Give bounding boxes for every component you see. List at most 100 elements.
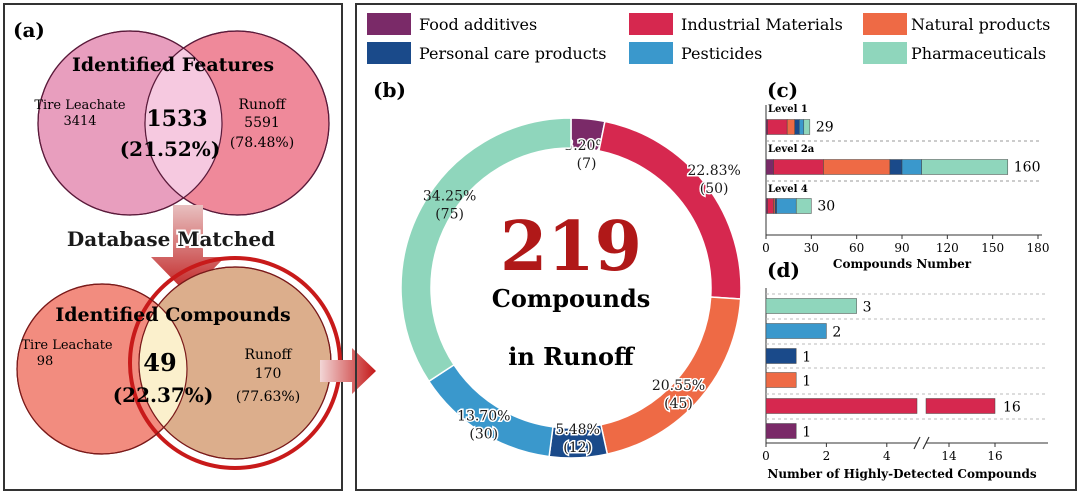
legend-swatch [629, 13, 673, 35]
chart-d-bar [765, 323, 827, 339]
donut-center-line2: in Runoff [508, 342, 635, 371]
chart-d-value-label: 16 [1003, 400, 1021, 416]
chart-d-tick-label: 4 [883, 449, 891, 463]
chart-c-xlabel: Compounds Number [833, 257, 972, 271]
chart-c-bar-segment [798, 119, 805, 135]
venn1-left-name: Tire Leachate [34, 98, 126, 113]
venn1-overlap-value: 1533 [146, 106, 207, 132]
donut-slice-pct: 22.83% [687, 163, 740, 179]
donut-center-line1: Compounds [492, 284, 650, 313]
chart-c-bar-segment [901, 159, 922, 175]
chart-c-bar-segment [795, 198, 812, 214]
chart-c-bar-segment [786, 119, 795, 135]
legend: Food additives Industrial Materials Natu… [367, 13, 1050, 64]
donut-slice [600, 296, 742, 455]
legend-label: Industrial Materials [681, 15, 843, 34]
legend-label: Food additives [419, 15, 537, 34]
connector-arrow [320, 348, 376, 394]
chart-d-bar [765, 298, 857, 314]
venn2-overlap-pct: (22.37%) [113, 383, 214, 407]
axis-break-mark [922, 436, 930, 450]
chart-d-value-label: 1 [802, 350, 811, 366]
venn2-right-pct: (77.63%) [236, 389, 300, 405]
legend-label: Natural products [911, 15, 1050, 34]
charts-svg: Food additives Industrial Materials Natu… [367, 13, 1050, 481]
venn1-title: Identified Features [72, 54, 274, 76]
venn1-right-name: Runoff [239, 97, 287, 113]
chart-c-category-label: Level 2a [768, 144, 815, 155]
chart-d-value-label: 2 [832, 325, 841, 341]
chart-c-bar-segment [889, 159, 903, 175]
legend-label: Pharmaceuticals [911, 44, 1046, 63]
axis-break-mark [913, 436, 921, 450]
panel-d-label: (d) [767, 258, 800, 282]
chart-c-tick-label: 150 [981, 241, 1004, 255]
panel-c-label: (c) [767, 78, 798, 102]
chart-c-category-label: Level 1 [768, 104, 808, 115]
chart-d-bar [765, 398, 918, 414]
donut-center-value: 219 [500, 207, 642, 287]
chart-d-tick-label: 16 [987, 449, 1002, 463]
venn2-left-value: 98 [37, 354, 54, 369]
venn2-left-name: Tire Leachate [21, 338, 113, 353]
donut-slice [400, 117, 572, 383]
chart-c-tick-label: 30 [804, 241, 819, 255]
chart-c-bar-segment [921, 159, 1009, 175]
venn2-title: Identified Compounds [55, 304, 290, 326]
chart-d-value-label: 1 [802, 374, 811, 390]
donut-slice-count: (30) [469, 426, 498, 442]
panel-b-label: (b) [373, 78, 406, 102]
chart-d-value-label: 1 [802, 425, 811, 441]
legend-swatch [863, 13, 907, 35]
chart-c-category-label: Level 4 [768, 184, 808, 195]
chart-d-bar [765, 423, 797, 439]
chart-c-total-label: 30 [817, 199, 835, 215]
chart-d-bar [765, 372, 797, 388]
donut-slice-pct: 5.48% [555, 422, 599, 438]
chart-d-tick-label: 14 [941, 449, 957, 463]
chart-c-tick-label: 180 [1027, 241, 1050, 255]
chart-c-bar-segment [823, 159, 891, 175]
chart-c-bar-segment [803, 119, 811, 135]
legend-label: Pesticides [681, 44, 762, 63]
chart-d-value-label: 3 [863, 300, 872, 316]
chart-c-tick-label: 60 [849, 241, 864, 255]
panel-a-label: (a) [13, 18, 45, 42]
venn2-right-name: Runoff [245, 347, 293, 363]
venn1-right-pct: (78.48%) [230, 135, 294, 151]
chart-c-total-label: 160 [1014, 160, 1041, 176]
donut-slice-count: (75) [435, 206, 464, 222]
chart-d-tick-label: 0 [762, 449, 770, 463]
donut-slice-count: (50) [700, 181, 729, 197]
chart-d-bar [925, 398, 996, 414]
donut-slice-pct: 20.55% [652, 378, 705, 394]
venn1-overlap [144, 47, 223, 199]
chart-c-tick-label: 90 [894, 241, 909, 255]
venn2-overlap-value: 49 [143, 348, 176, 377]
panel-bcd: Food additives Industrial Materials Natu… [355, 3, 1077, 491]
legend-swatch [629, 42, 673, 64]
chart-c-tick-label: 0 [762, 241, 770, 255]
chart-d-tick-label: 2 [823, 449, 831, 463]
chart-c-total-label: 29 [816, 120, 834, 136]
chart-c-bar-segment [794, 119, 800, 135]
donut-slice-count: (12) [563, 440, 592, 456]
venn1-overlap-pct: (21.52%) [120, 137, 221, 161]
donut-slice-pct: 13.70% [457, 408, 510, 424]
venn1-right-value: 5591 [244, 115, 280, 131]
chart-d-bar [765, 348, 797, 364]
legend-swatch [863, 42, 907, 64]
donut-slice-count: (7) [577, 156, 597, 172]
donut-slice-pct: 34.25% [423, 188, 476, 204]
donut-slice-count: (45) [664, 396, 693, 412]
panel-a-graphic: (a) Identified Features Tire Leachate 34… [13, 18, 342, 470]
chart-c-bar-segment [773, 159, 824, 175]
legend-swatch [367, 13, 411, 35]
chart-c-bar-segment [767, 198, 774, 214]
chart-c-tick-label: 120 [936, 241, 959, 255]
chart-c-bar-segment [765, 159, 774, 175]
chart-c-bar-segment [767, 119, 788, 135]
panel-a: (a) Identified Features Tire Leachate 34… [3, 3, 343, 491]
